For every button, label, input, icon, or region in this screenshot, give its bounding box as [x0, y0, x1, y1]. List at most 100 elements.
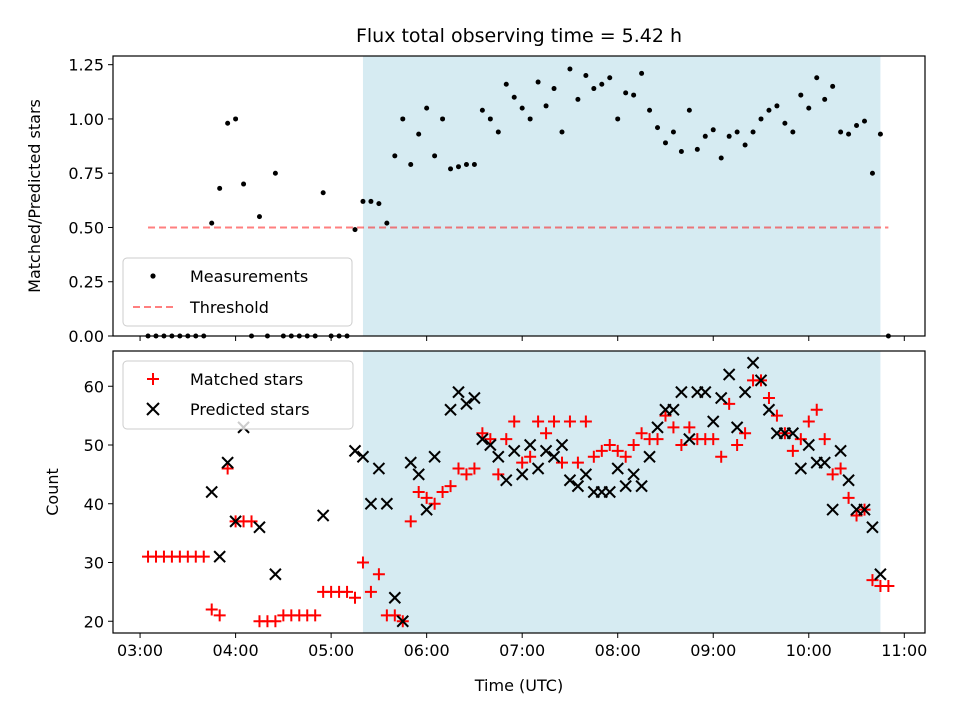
- predicted-point: [460, 397, 473, 411]
- matched-point: [476, 427, 489, 440]
- x-tick-label: 04:00: [213, 641, 259, 660]
- measurement-point: [678, 149, 684, 155]
- predicted-point: [842, 474, 855, 487]
- measurement-point: [455, 164, 461, 170]
- matched-point: [516, 456, 529, 469]
- y-tick-label: 50: [84, 436, 104, 455]
- measurement-point: [233, 116, 239, 122]
- measurement-point: [551, 86, 557, 92]
- predicted-point: [253, 521, 266, 534]
- measurement-point: [742, 142, 748, 148]
- x-axis-label: Time (UTC): [474, 676, 563, 695]
- measurement-point: [846, 131, 852, 137]
- measurement-point: [479, 107, 485, 113]
- measurement-point: [814, 75, 820, 81]
- matched-point: [349, 591, 362, 604]
- matched-point: [707, 433, 720, 446]
- measurement-point: [607, 75, 613, 81]
- y-tick-label: 40: [84, 495, 104, 514]
- matched-point: [555, 456, 568, 469]
- predicted-point: [643, 450, 656, 463]
- predicted-point: [420, 503, 433, 516]
- measurement-point: [432, 153, 438, 159]
- matched-point: [452, 462, 465, 475]
- y-tick-label: 20: [84, 612, 104, 631]
- x-tick-label: 05:00: [308, 641, 354, 660]
- measurement-point: [782, 120, 788, 126]
- x-tick-label: 11:00: [881, 641, 927, 660]
- y-tick-label: 0.75: [68, 164, 104, 183]
- observing-window-span: [362, 351, 881, 633]
- measurement-point: [854, 122, 860, 128]
- matched-point: [794, 433, 807, 446]
- predicted-point: [372, 462, 386, 475]
- x-tick-label: 10:00: [786, 641, 832, 660]
- measurement-point: [861, 118, 867, 124]
- predicted-point: [428, 450, 441, 463]
- matched-point: [770, 409, 783, 422]
- measurement-point: [838, 129, 844, 135]
- x-tick-label: 09:00: [690, 641, 736, 660]
- matched-point: [802, 415, 815, 428]
- matched-point: [309, 609, 322, 622]
- predicted-point: [364, 497, 378, 510]
- measurement-point: [798, 92, 804, 98]
- chart-title: Flux total observing time = 5.42 h: [356, 25, 682, 47]
- measurement-point: [559, 129, 565, 135]
- predicted-point: [635, 479, 648, 493]
- measurement-point: [718, 155, 724, 161]
- predicted-point: [738, 385, 752, 399]
- matched-point: [818, 433, 831, 446]
- measurement-point: [583, 73, 589, 79]
- y-tick-label: 60: [84, 377, 104, 396]
- x-tick-label: 06:00: [404, 641, 450, 660]
- predicted-point: [388, 591, 402, 604]
- matched-point: [500, 433, 513, 446]
- measurement-point: [591, 86, 597, 92]
- measurement-point: [511, 94, 517, 100]
- top-plot-frame: [112, 55, 926, 337]
- predicted-point: [603, 485, 616, 499]
- matched-point: [492, 468, 505, 481]
- matched-point: [508, 415, 521, 428]
- matched-point: [245, 515, 258, 528]
- y-tick-label: 1.00: [68, 110, 104, 129]
- measurement-point: [519, 105, 525, 111]
- legend-matched-label: Matched stars: [190, 370, 303, 389]
- matched-point: [372, 568, 385, 581]
- predicted-point: [802, 438, 815, 452]
- bottom-legend: Matched stars Predicted stars: [122, 360, 354, 430]
- measurement-point: [869, 170, 875, 176]
- measurement-point: [360, 198, 366, 204]
- measurement-point: [463, 162, 469, 168]
- matched-point: [587, 450, 600, 463]
- predicted-point: [476, 432, 489, 446]
- measurement-point: [790, 129, 796, 135]
- predicted-point: [667, 403, 680, 416]
- measurement-point: [647, 107, 653, 113]
- matched-point: [412, 486, 425, 498]
- matched-point: [675, 439, 688, 451]
- predicted-point: [858, 503, 871, 516]
- measurement-point: [225, 120, 231, 126]
- predicted-point: [563, 474, 577, 487]
- predicted-point: [874, 568, 887, 581]
- measurement-point: [527, 116, 533, 122]
- legend-predicted-marker: [146, 402, 160, 416]
- matched-point: [548, 415, 561, 428]
- measurement-point: [670, 129, 676, 135]
- predicted-point: [205, 485, 218, 499]
- predicted-point: [722, 368, 736, 381]
- x-tick-label: 08:00: [595, 641, 641, 660]
- measurement-point: [217, 185, 223, 191]
- predicted-point: [786, 427, 800, 440]
- matched-point: [524, 450, 537, 463]
- matched-point: [834, 462, 847, 475]
- matched-point: [468, 462, 481, 475]
- y-tick-label: 0.50: [68, 218, 104, 237]
- matched-point: [595, 444, 608, 457]
- matched-point: [635, 427, 648, 440]
- measurement-point: [575, 96, 581, 102]
- top-y-axis-label: Matched/Predicted stars: [25, 99, 44, 293]
- matched-point: [341, 585, 354, 598]
